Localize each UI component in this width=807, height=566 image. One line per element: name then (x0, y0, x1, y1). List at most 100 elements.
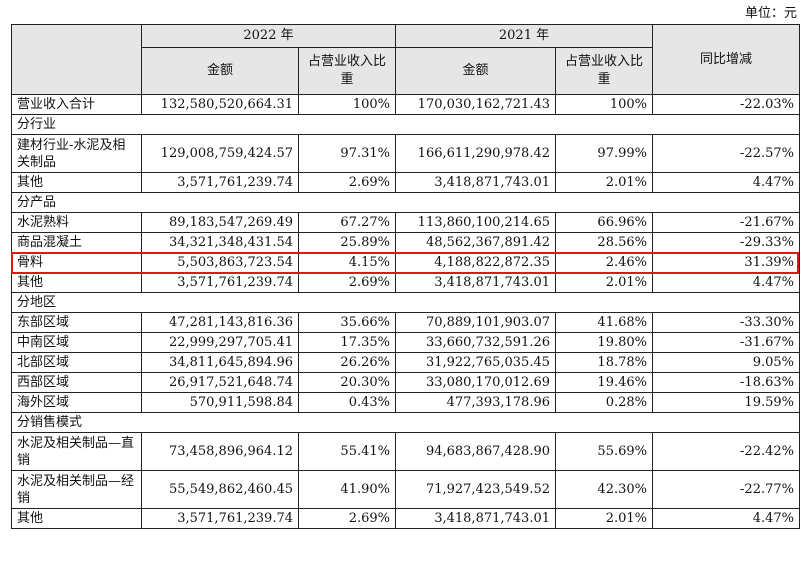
share-2021: 19.80% (555, 332, 653, 353)
amount-2021: 48,562,367,891.42 (395, 232, 556, 253)
table-row: 其他 3,571,761,239.74 2.69% 3,418,871,743.01 2… (11, 172, 800, 193)
amount-2022: 34,811,645,894.96 (141, 352, 299, 373)
row-label: 北部区域 (11, 352, 142, 373)
share-2021: 0.28% (555, 392, 653, 413)
yoy-change: 4.47% (652, 272, 800, 293)
share-2022: 2.69% (298, 272, 396, 293)
share-2022: 4.15% (298, 252, 396, 273)
row-label: 东部区域 (11, 312, 142, 333)
amount-2022: 3,571,761,239.74 (141, 272, 299, 293)
amount-2021: 33,080,170,012.69 (395, 372, 556, 393)
amount-2021: 71,927,423,549.52 (395, 470, 556, 509)
row-label: 其他 (11, 172, 142, 193)
yoy-change: -22.42% (652, 432, 800, 471)
yoy-change: 31.39% (652, 252, 800, 273)
table-row: 水泥熟料 89,183,547,269.49 67.27% 113,860,100,2… (11, 212, 800, 233)
share-2021: 19.46% (555, 372, 653, 393)
share-2022: 41.90% (298, 470, 396, 509)
share-2021: 2.01% (555, 272, 653, 293)
amount-2022: 22,999,297,705.41 (141, 332, 299, 353)
table-row: 东部区域 47,281,143,816.36 35.66% 70,889,101,90… (11, 312, 800, 333)
table-row: 海外区域 570,911,598.84 0.43% 477,393,178.96 0.2… (11, 392, 800, 413)
yoy-change: -22.77% (652, 470, 800, 509)
row-label: 其他 (11, 272, 142, 293)
amount-2022: 55,549,862,460.45 (141, 470, 299, 509)
row-label: 水泥及相关制品—直销 (11, 432, 142, 471)
amount-2022: 570,911,598.84 (141, 392, 299, 413)
section-row: 分行业 (11, 114, 800, 135)
amount-2021: 94,683,867,428.90 (395, 432, 556, 471)
table-body: 营业收入合计 132,580,520,664.31 100% 170,030,162,… (11, 94, 800, 529)
share-2022: 67.27% (298, 212, 396, 233)
share-2022: 35.66% (298, 312, 396, 333)
section-title: 分行业 (11, 114, 800, 135)
yoy-change: -21.67% (652, 212, 800, 233)
share-2022: 100% (298, 94, 396, 115)
table-row: 水泥及相关制品—经销 55,549,862,460.45 41.90% 71,927,… (11, 470, 800, 509)
row-label: 其他 (11, 508, 142, 529)
yoy-change: -33.30% (652, 312, 800, 333)
table-row: 其他 3,571,761,239.74 2.69% 3,418,871,743.01 2… (11, 272, 800, 293)
amount-2021: 113,860,100,214.65 (395, 212, 556, 233)
share-2022: 2.69% (298, 508, 396, 529)
section-row: 分销售模式 (11, 412, 800, 433)
amount-2022: 73,458,896,964.12 (141, 432, 299, 471)
section-title: 分产品 (11, 192, 800, 213)
table-row: 水泥及相关制品—直销 73,458,896,964.12 55.41% 94,683,… (11, 432, 800, 471)
share-2021: 42.30% (555, 470, 653, 509)
row-label: 水泥熟料 (11, 212, 142, 233)
corner-cell (11, 24, 142, 95)
share-2022: 25.89% (298, 232, 396, 253)
share-2021: 66.96% (555, 212, 653, 233)
row-label: 水泥及相关制品—经销 (11, 470, 142, 509)
row-label: 骨料 (11, 252, 142, 273)
amount-2022: 5,503,863,723.54 (141, 252, 299, 273)
header-year-2021: 2021 年 (395, 24, 653, 48)
section-title: 分销售模式 (11, 412, 800, 433)
amount-2022: 47,281,143,816.36 (141, 312, 299, 333)
row-label: 中南区域 (11, 332, 142, 353)
amount-2021: 33,660,732,591.26 (395, 332, 556, 353)
table-row: 营业收入合计 132,580,520,664.31 100% 170,030,162,… (11, 94, 800, 115)
yoy-change: -18.63% (652, 372, 800, 393)
share-2022: 17.35% (298, 332, 396, 353)
row-label: 海外区域 (11, 392, 142, 413)
header-share-2021: 占营业收入比重 (555, 47, 653, 95)
amount-2021: 31,922,765,035.45 (395, 352, 556, 373)
share-2021: 97.99% (555, 134, 653, 173)
revenue-table: 2022 年 2021 年 同比增减 金额 占营业收入比重 金额 占营业收入比重… (11, 24, 800, 529)
amount-2022: 3,571,761,239.74 (141, 508, 299, 529)
table-row: 西部区域 26,917,521,648.74 20.30% 33,080,170,01… (11, 372, 800, 393)
amount-2022: 129,008,759,424.57 (141, 134, 299, 173)
header-yoy: 同比增减 (652, 24, 800, 95)
amount-2021: 3,418,871,743.01 (395, 172, 556, 193)
table-row: 北部区域 34,811,645,894.96 26.26% 31,922,765,03… (11, 352, 800, 373)
row-label: 商品混凝土 (11, 232, 142, 253)
share-2021: 55.69% (555, 432, 653, 471)
table-row: 商品混凝土 34,321,348,431.54 25.89% 48,562,367,8… (11, 232, 800, 253)
amount-2021: 166,611,290,978.42 (395, 134, 556, 173)
yoy-change: 4.47% (652, 172, 800, 193)
yoy-change: 4.47% (652, 508, 800, 529)
section-row: 分地区 (11, 292, 800, 313)
share-2021: 2.01% (555, 508, 653, 529)
section-title: 分地区 (11, 292, 800, 313)
amount-2021: 3,418,871,743.01 (395, 508, 556, 529)
header-amount-2021: 金额 (395, 47, 556, 95)
amount-2022: 3,571,761,239.74 (141, 172, 299, 193)
share-2021: 18.78% (555, 352, 653, 373)
amount-2021: 477,393,178.96 (395, 392, 556, 413)
header-amount-2022: 金额 (141, 47, 299, 95)
yoy-change: 9.05% (652, 352, 800, 373)
amount-2021: 70,889,101,903.07 (395, 312, 556, 333)
row-label: 西部区域 (11, 372, 142, 393)
share-2021: 2.01% (555, 172, 653, 193)
table-row: 建材行业-水泥及相关制品 129,008,759,424.57 97.31% 166,… (11, 134, 800, 173)
yoy-change: 19.59% (652, 392, 800, 413)
amount-2021: 3,418,871,743.01 (395, 272, 556, 293)
amount-2022: 26,917,521,648.74 (141, 372, 299, 393)
table-row: 其他 3,571,761,239.74 2.69% 3,418,871,743.01 2… (11, 508, 800, 529)
amount-2022: 34,321,348,431.54 (141, 232, 299, 253)
unit-label: 单位：元 (744, 6, 797, 21)
share-2022: 2.69% (298, 172, 396, 193)
